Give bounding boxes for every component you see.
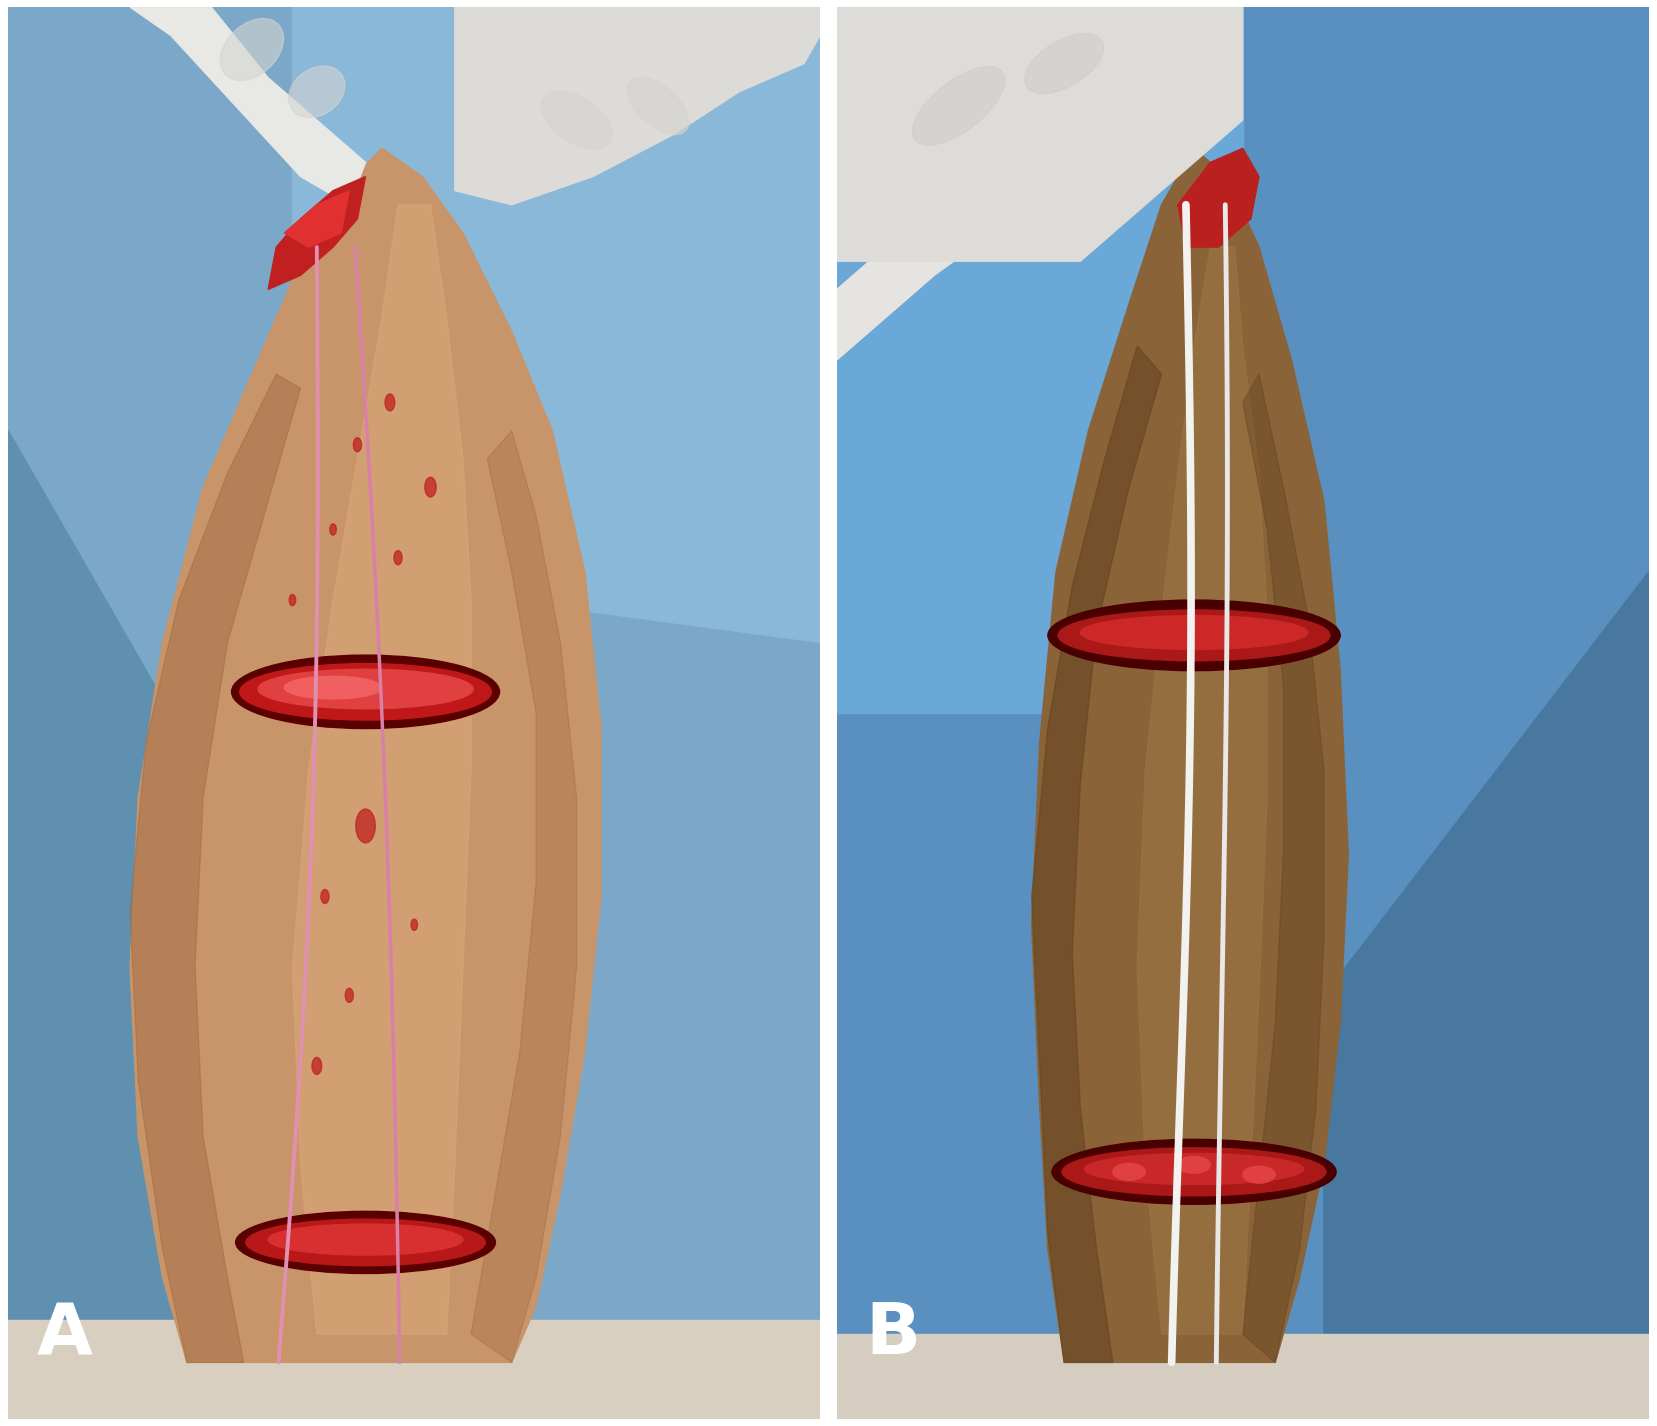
Polygon shape — [837, 7, 1243, 713]
Ellipse shape — [913, 67, 1004, 145]
Polygon shape — [8, 1320, 820, 1419]
Circle shape — [384, 394, 394, 411]
Ellipse shape — [1178, 1156, 1210, 1174]
Polygon shape — [837, 7, 1243, 261]
Polygon shape — [293, 7, 820, 642]
Ellipse shape — [232, 655, 499, 729]
Circle shape — [290, 595, 295, 606]
Circle shape — [321, 890, 330, 904]
Polygon shape — [268, 177, 366, 289]
Polygon shape — [129, 374, 300, 1362]
Circle shape — [345, 988, 353, 1002]
Polygon shape — [837, 7, 1649, 1419]
Circle shape — [394, 550, 403, 565]
Polygon shape — [285, 191, 350, 247]
Ellipse shape — [1059, 610, 1331, 660]
Polygon shape — [1137, 247, 1268, 1335]
Ellipse shape — [1024, 34, 1104, 94]
Ellipse shape — [1080, 616, 1307, 649]
Polygon shape — [456, 7, 820, 205]
Ellipse shape — [240, 663, 492, 720]
Ellipse shape — [220, 19, 283, 80]
Text: A: A — [36, 1301, 93, 1369]
Polygon shape — [293, 205, 471, 1335]
Circle shape — [356, 809, 374, 843]
Polygon shape — [1032, 148, 1349, 1362]
Polygon shape — [129, 7, 366, 205]
Ellipse shape — [1052, 1139, 1336, 1205]
Ellipse shape — [542, 91, 611, 150]
Ellipse shape — [1243, 1166, 1276, 1184]
Ellipse shape — [285, 676, 381, 699]
Text: B: B — [865, 1301, 920, 1369]
Polygon shape — [1032, 347, 1162, 1362]
Polygon shape — [8, 7, 820, 1419]
Polygon shape — [471, 431, 577, 1362]
Circle shape — [424, 478, 436, 498]
Polygon shape — [8, 431, 212, 1419]
Circle shape — [330, 523, 336, 535]
Ellipse shape — [1047, 600, 1341, 670]
Circle shape — [353, 438, 361, 452]
Ellipse shape — [626, 77, 689, 134]
Ellipse shape — [268, 1224, 462, 1255]
Ellipse shape — [1114, 1164, 1145, 1181]
Polygon shape — [837, 78, 1162, 361]
Polygon shape — [1178, 148, 1259, 247]
Ellipse shape — [1084, 1154, 1304, 1185]
Ellipse shape — [288, 66, 345, 117]
Polygon shape — [129, 148, 601, 1362]
Ellipse shape — [1062, 1148, 1326, 1196]
Polygon shape — [837, 1335, 1649, 1419]
Ellipse shape — [258, 669, 474, 709]
Polygon shape — [1324, 572, 1649, 1419]
Polygon shape — [1243, 374, 1324, 1362]
Ellipse shape — [235, 1211, 495, 1273]
Ellipse shape — [245, 1219, 486, 1266]
Circle shape — [312, 1058, 321, 1074]
Circle shape — [411, 920, 418, 930]
